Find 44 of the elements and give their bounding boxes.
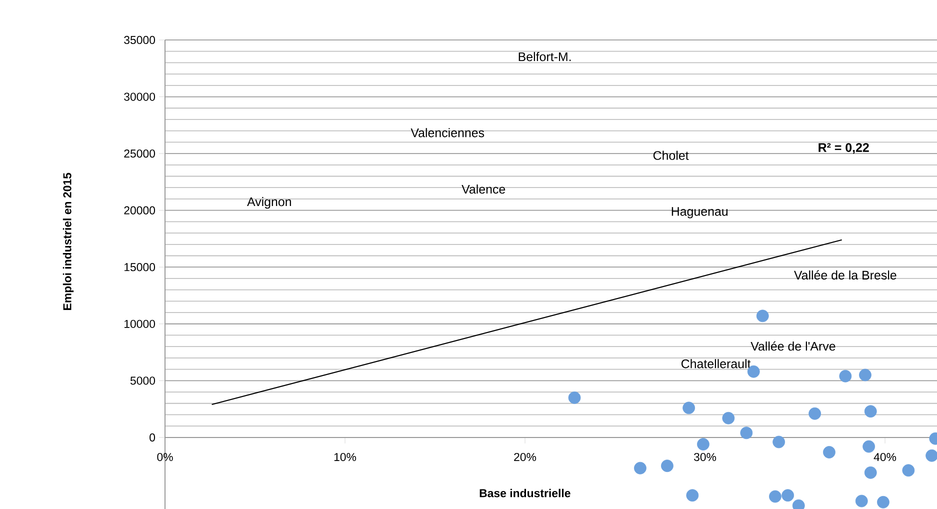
point [839,370,852,382]
point [864,405,877,418]
point [859,368,872,382]
y-tick-label: 15000 [124,263,156,272]
x-tick-label: 0% [157,452,173,462]
y-tick-label: 0 [150,433,156,442]
point [808,407,822,420]
x-tick-label: 10% [334,452,356,462]
point [661,460,674,472]
point [722,412,735,424]
x-axis-title: Base industrielle [480,488,570,498]
point [682,402,696,414]
point [756,310,769,322]
annotation: Vallée de l'Arve [750,341,836,351]
y-tick-label: 20000 [124,206,156,214]
y-tick-label: 25000 [124,149,156,158]
annotation: Belfort-M. [518,52,571,62]
x-tick-label: 40% [874,452,896,462]
point [772,436,786,448]
point [902,464,915,477]
x-tick-label: 20% [514,452,536,462]
point [782,489,794,502]
y-axis-title: Emploi industriel en 2015 [62,172,74,310]
y-tick-label: 30000 [124,92,156,101]
point [568,391,581,404]
point [862,440,876,453]
annotation: Vallée de la Bresle [794,270,896,280]
point [823,446,836,458]
annotation: Chatellerault [681,359,751,368]
annotation: Cholet [653,150,689,160]
y-tick-label: 5000 [130,376,156,385]
x-tick-label: 30% [694,452,716,462]
annotation: R² = 0,22 [818,143,869,154]
point [864,466,877,479]
y-tick-label: 10000 [124,320,156,328]
point [634,462,646,474]
y-tick-label: 35000 [124,36,156,44]
annotation: Valence [462,184,506,194]
annotation: Avignon [247,197,291,209]
point [697,438,710,450]
point [740,426,753,440]
point [686,489,699,502]
annotation: Valenciennes [410,128,484,138]
annotation: Haguenau [672,207,728,218]
